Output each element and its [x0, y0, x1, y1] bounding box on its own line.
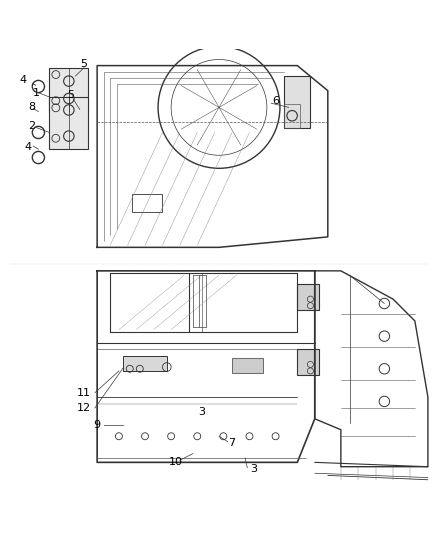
Text: 7: 7: [229, 438, 236, 448]
Bar: [49, 97, 88, 149]
Text: 5: 5: [67, 90, 74, 100]
Bar: [297, 349, 319, 375]
Text: 10: 10: [169, 457, 183, 467]
Bar: [284, 76, 311, 128]
Bar: [132, 195, 162, 212]
Text: 3: 3: [198, 407, 205, 417]
Text: 9: 9: [94, 421, 101, 430]
Text: 11: 11: [77, 387, 91, 398]
Bar: [123, 356, 167, 371]
Text: 4: 4: [24, 142, 31, 152]
Text: 2: 2: [28, 121, 35, 131]
Text: 3: 3: [251, 464, 257, 474]
Bar: [297, 284, 319, 310]
Text: 8: 8: [28, 102, 35, 112]
Text: 1: 1: [33, 88, 40, 98]
Text: 5: 5: [81, 59, 88, 69]
Text: 4: 4: [20, 75, 27, 85]
Text: 12: 12: [77, 403, 91, 413]
Bar: [284, 104, 300, 128]
Bar: [232, 358, 262, 373]
Text: 6: 6: [272, 96, 279, 106]
Bar: [49, 68, 88, 111]
